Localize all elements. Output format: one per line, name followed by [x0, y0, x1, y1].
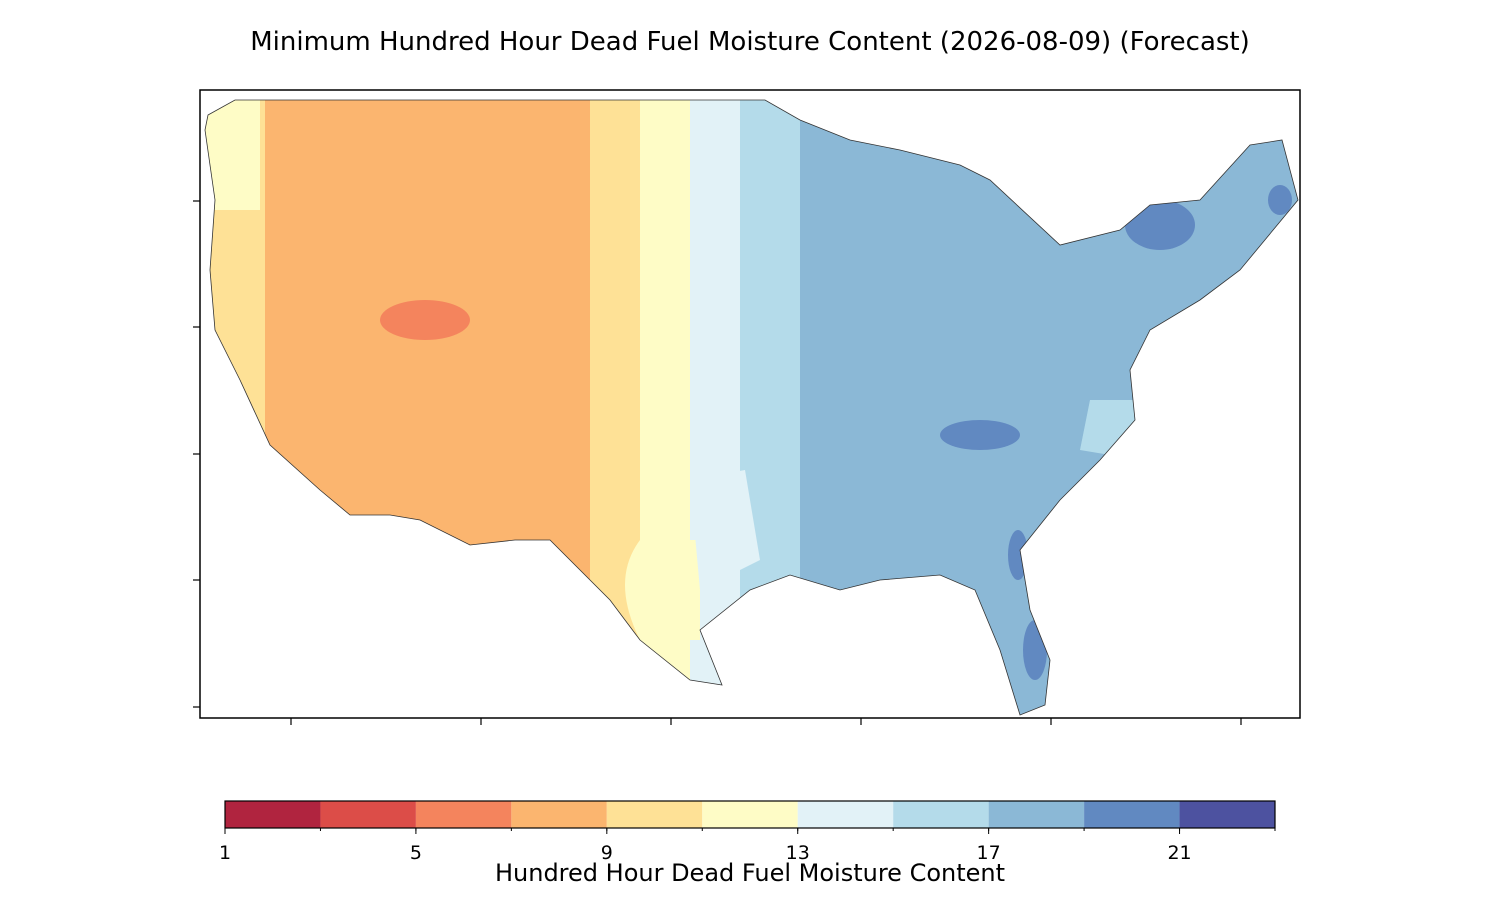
- moisture-region: [380, 300, 470, 340]
- moisture-region: [590, 100, 640, 715]
- colorbar-segment: [320, 801, 416, 828]
- colorbar-segment: [797, 801, 894, 828]
- country-outline: [204, 99, 1299, 716]
- moisture-region: [205, 100, 260, 210]
- colorbar-segment: [1084, 801, 1180, 828]
- moisture-region: [1268, 185, 1292, 215]
- colorbar-tick-label: 17: [977, 842, 1001, 864]
- colorbar-tick-label: 21: [1167, 842, 1191, 864]
- map: [205, 100, 1298, 715]
- colorbar-tick-label: 1: [219, 842, 231, 864]
- moisture-region: [940, 420, 1020, 450]
- axis-ticks: [193, 200, 1242, 725]
- colorbar-segment: [702, 801, 798, 828]
- colorbar-tick-label: 13: [786, 842, 810, 864]
- colorbar-frame: [224, 800, 1276, 829]
- moisture-region: [1125, 200, 1195, 250]
- moisture-region: [625, 540, 700, 640]
- colorbar-segment: [1179, 801, 1275, 828]
- colorbar-segment: [988, 801, 1085, 828]
- map-frame: [199, 89, 1301, 719]
- colorbar-tick-label: 5: [410, 842, 422, 864]
- moisture-region: [265, 100, 590, 715]
- colorbar-segment: [225, 801, 321, 828]
- colorbar: 1 5 9 13 17 21: [219, 800, 1276, 864]
- colorbar-segment: [606, 801, 703, 828]
- moisture-region: [1008, 530, 1028, 580]
- colorbar-label: Hundred Hour Dead Fuel Moisture Content: [495, 859, 1005, 887]
- colorbar-segment: [893, 801, 989, 828]
- moisture-region: [1080, 400, 1140, 460]
- colorbar-tick-label: 9: [601, 842, 613, 864]
- title: Minimum Hundred Hour Dead Fuel Moisture …: [250, 27, 1250, 57]
- moisture-region: [690, 470, 760, 590]
- colorbar-segment: [511, 801, 607, 828]
- moisture-region: [740, 100, 800, 715]
- moisture-region: [800, 100, 1298, 715]
- moisture-region: [1023, 620, 1047, 680]
- colorbar-segment: [415, 801, 512, 828]
